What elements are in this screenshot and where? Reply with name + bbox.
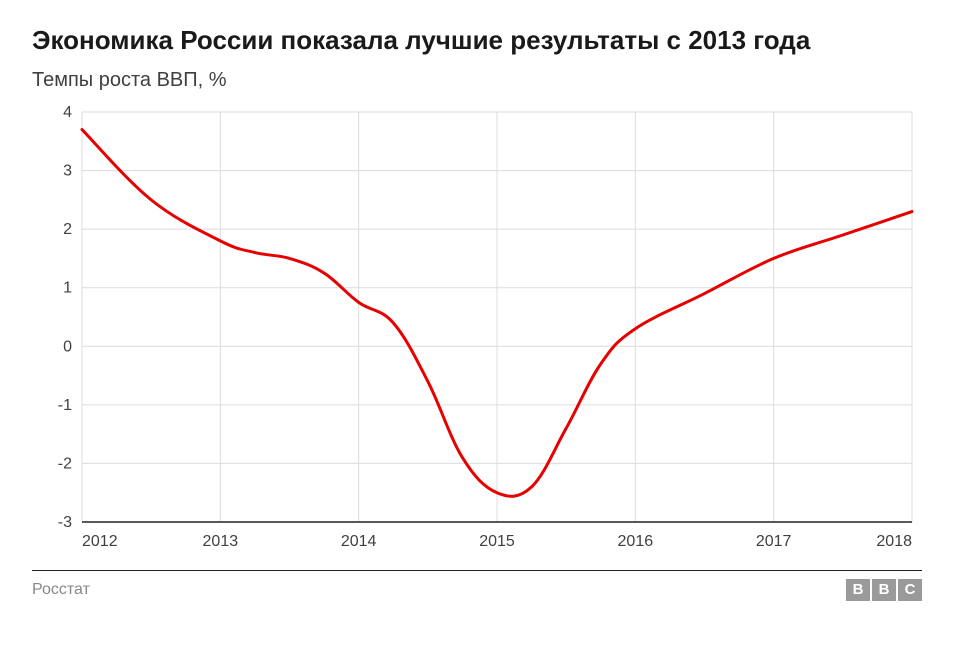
- svg-text:2016: 2016: [618, 533, 654, 550]
- svg-text:2015: 2015: [479, 533, 515, 550]
- svg-text:-1: -1: [58, 396, 72, 413]
- chart-title: Экономика России показала лучшие результ…: [32, 24, 922, 57]
- svg-text:2017: 2017: [756, 533, 792, 550]
- svg-text:0: 0: [63, 338, 72, 355]
- svg-text:2: 2: [63, 221, 72, 238]
- footer-divider: [32, 570, 922, 571]
- bbc-logo-letter: C: [898, 579, 922, 601]
- bbc-logo: B B C: [846, 579, 922, 601]
- svg-text:2018: 2018: [876, 533, 912, 550]
- bbc-logo-letter: B: [846, 579, 870, 601]
- source-label: Росстат: [32, 581, 90, 599]
- chart-container: Экономика России показала лучшие результ…: [0, 0, 954, 617]
- chart-plot-area: -3 -2 -1 0 1 2 3 4 2012 2013 2014 2015 2016 2017 2018: [32, 102, 922, 562]
- line-chart-svg: -3 -2 -1 0 1 2 3 4 2012 2013 2014 2015 2016 2017 2018: [32, 102, 922, 562]
- svg-text:1: 1: [63, 279, 72, 296]
- svg-text:2014: 2014: [341, 533, 377, 550]
- chart-footer: Росстат B B C: [32, 579, 922, 601]
- svg-text:-2: -2: [58, 455, 72, 472]
- chart-subtitle: Темпы роста ВВП, %: [32, 69, 922, 92]
- svg-text:-3: -3: [58, 514, 72, 531]
- svg-text:3: 3: [63, 162, 72, 179]
- bbc-logo-letter: B: [872, 579, 896, 601]
- svg-text:2013: 2013: [203, 533, 239, 550]
- svg-text:4: 4: [63, 104, 72, 121]
- svg-text:2012: 2012: [82, 533, 118, 550]
